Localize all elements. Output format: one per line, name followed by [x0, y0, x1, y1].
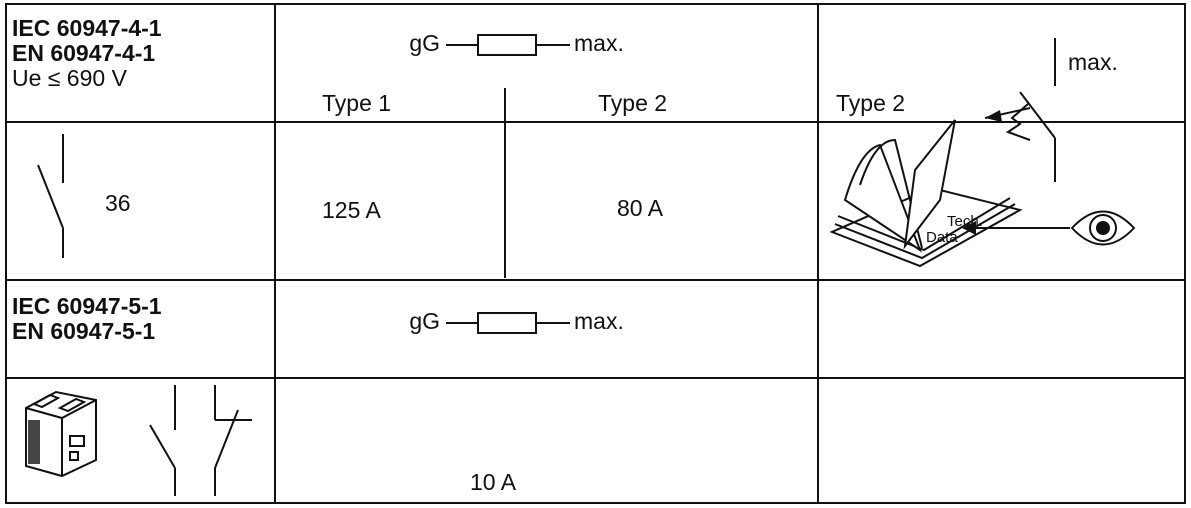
- fuse-symbol: [446, 34, 570, 56]
- type-label: Type 2: [836, 90, 905, 116]
- note-text: Data: [926, 229, 958, 246]
- type-label: Type 1: [322, 90, 391, 116]
- contact-block-icon: [25, 390, 97, 478]
- book-icon: [829, 119, 1023, 268]
- type-label: Type 2: [598, 90, 667, 116]
- current: 80 A: [617, 195, 664, 221]
- rating: 36: [105, 190, 131, 216]
- fuse-max: max.: [574, 308, 624, 334]
- voltage: Ue ≤ 690 V: [12, 65, 128, 91]
- eye-icon: [962, 210, 1136, 246]
- current: 125 A: [322, 197, 381, 223]
- fuse-class: gG: [409, 30, 440, 56]
- current: 10 A: [470, 469, 517, 495]
- standard: IEC 60947-5-1: [12, 293, 162, 319]
- standard: IEC 60947-4-1: [12, 15, 162, 41]
- fuse-class: gG: [409, 308, 440, 334]
- fuse-max: max.: [574, 30, 624, 56]
- table-grid: [5, 3, 1186, 504]
- standard: EN 60947-4-1: [12, 40, 155, 66]
- fuse-symbol: [446, 312, 570, 334]
- standard: EN 60947-5-1: [12, 318, 155, 344]
- switch-symbol: [37, 134, 64, 258]
- breaker-symbol: [984, 38, 1175, 182]
- breaker-max: max.: [1068, 49, 1118, 75]
- contact-symbols: [149, 385, 252, 496]
